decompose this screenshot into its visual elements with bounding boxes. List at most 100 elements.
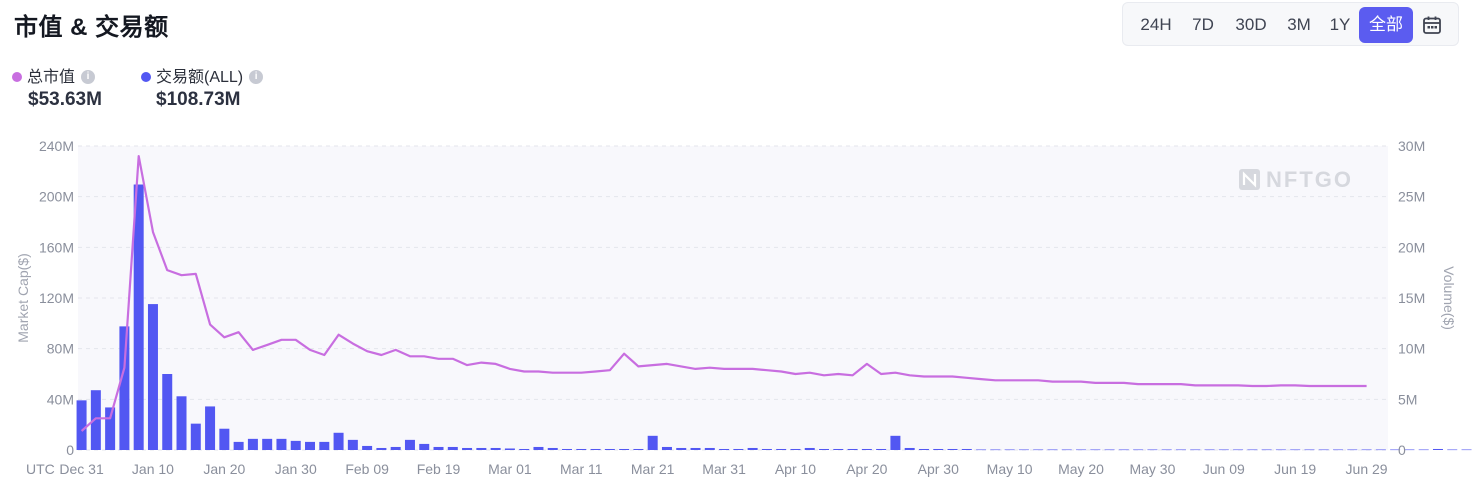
volume-bar[interactable]: [319, 441, 330, 450]
volume-bar[interactable]: [1233, 449, 1244, 451]
volume-bar[interactable]: [861, 448, 872, 450]
legend-market-cap[interactable]: 总市值 i: [12, 63, 96, 87]
volume-bar[interactable]: [1290, 449, 1301, 451]
volume-bar[interactable]: [1133, 449, 1144, 451]
volume-bar[interactable]: [1361, 449, 1372, 451]
volume-bar[interactable]: [590, 448, 601, 450]
volume-bar[interactable]: [1018, 449, 1029, 451]
volume-bar[interactable]: [1318, 449, 1329, 451]
volume-bar[interactable]: [133, 184, 144, 451]
volume-bar[interactable]: [633, 448, 644, 450]
volume-bar[interactable]: [219, 428, 230, 450]
volume-bar[interactable]: [604, 448, 615, 450]
volume-bar[interactable]: [1461, 449, 1472, 451]
info-icon[interactable]: i: [81, 69, 96, 84]
volume-bar[interactable]: [1418, 449, 1429, 451]
volume-bar[interactable]: [719, 448, 730, 450]
volume-bar[interactable]: [1175, 449, 1186, 451]
volume-bar[interactable]: [376, 447, 387, 450]
volume-bar[interactable]: [1190, 449, 1201, 451]
range-1y-button[interactable]: 1Y: [1329, 15, 1351, 34]
volume-bar[interactable]: [262, 438, 273, 450]
volume-bar[interactable]: [918, 448, 929, 450]
volume-bar[interactable]: [162, 374, 173, 450]
volume-bar[interactable]: [647, 435, 658, 450]
volume-bar[interactable]: [1275, 449, 1286, 451]
volume-bar[interactable]: [176, 396, 187, 450]
volume-bar[interactable]: [790, 448, 801, 450]
volume-bar[interactable]: [105, 407, 116, 450]
range-all-button[interactable]: 全部: [1359, 7, 1413, 43]
volume-bar[interactable]: [1447, 449, 1458, 451]
volume-bar[interactable]: [390, 446, 401, 450]
volume-bar[interactable]: [419, 443, 430, 450]
range-7d-button[interactable]: 7D: [1192, 15, 1214, 34]
volume-bar[interactable]: [119, 326, 130, 450]
volume-bar[interactable]: [990, 449, 1001, 451]
volume-bar[interactable]: [1147, 449, 1158, 451]
volume-bar[interactable]: [1033, 449, 1044, 451]
volume-bar[interactable]: [305, 441, 316, 450]
volume-bar[interactable]: [890, 435, 901, 450]
volume-bar[interactable]: [190, 423, 201, 450]
volume-bar[interactable]: [1375, 449, 1386, 451]
volume-bar[interactable]: [933, 448, 944, 450]
volume-bar[interactable]: [661, 446, 672, 450]
volume-bar[interactable]: [247, 438, 258, 450]
volume-bar[interactable]: [447, 446, 458, 450]
volume-bar[interactable]: [1076, 449, 1087, 451]
volume-bar[interactable]: [519, 448, 530, 450]
volume-bar[interactable]: [76, 400, 87, 450]
volume-bar[interactable]: [462, 447, 473, 450]
volume-bar[interactable]: [876, 448, 887, 450]
volume-bar[interactable]: [276, 438, 287, 450]
volume-bar[interactable]: [904, 447, 915, 450]
volume-bar[interactable]: [547, 447, 558, 450]
volume-bar[interactable]: [290, 440, 301, 450]
volume-bar[interactable]: [847, 448, 858, 450]
volume-bar[interactable]: [947, 448, 958, 450]
volume-bar[interactable]: [776, 448, 787, 450]
volume-bar[interactable]: [1247, 449, 1258, 451]
volume-bar[interactable]: [576, 448, 587, 450]
volume-bar[interactable]: [476, 447, 487, 450]
volume-bar[interactable]: [1261, 449, 1272, 451]
volume-bar[interactable]: [533, 446, 544, 450]
volume-bar[interactable]: [1218, 449, 1229, 451]
volume-bar[interactable]: [961, 448, 972, 450]
volume-bar[interactable]: [676, 447, 687, 450]
volume-bar[interactable]: [562, 448, 573, 450]
legend-volume[interactable]: 交易额(ALL) i: [141, 63, 264, 87]
volume-bar[interactable]: [333, 432, 344, 450]
volume-bar[interactable]: [1090, 449, 1101, 451]
volume-bar[interactable]: [819, 448, 830, 450]
volume-bar[interactable]: [1304, 449, 1315, 451]
volume-bar[interactable]: [1061, 449, 1072, 451]
volume-bar[interactable]: [690, 447, 701, 450]
volume-bar[interactable]: [976, 449, 987, 451]
volume-bar[interactable]: [433, 446, 444, 450]
volume-bar[interactable]: [362, 445, 373, 450]
range-3m-button[interactable]: 3M: [1287, 15, 1311, 34]
volume-bar[interactable]: [804, 447, 815, 450]
volume-bar[interactable]: [1047, 449, 1058, 451]
range-30d-button[interactable]: 30D: [1235, 15, 1267, 34]
volume-bar[interactable]: [761, 448, 772, 450]
volume-bar[interactable]: [90, 390, 101, 450]
volume-bar[interactable]: [1161, 449, 1172, 451]
volume-bar[interactable]: [1432, 448, 1443, 450]
volume-bar[interactable]: [504, 448, 515, 450]
volume-bar[interactable]: [1104, 449, 1115, 451]
volume-bar[interactable]: [1404, 449, 1415, 451]
info-icon[interactable]: i: [249, 69, 264, 84]
volume-bar[interactable]: [704, 447, 715, 450]
volume-bar[interactable]: [747, 447, 758, 450]
volume-bar[interactable]: [233, 441, 244, 450]
volume-bar[interactable]: [147, 304, 158, 450]
volume-bar[interactable]: [619, 448, 630, 450]
volume-bar[interactable]: [404, 439, 415, 450]
volume-bar[interactable]: [205, 406, 216, 450]
volume-bar[interactable]: [1118, 449, 1129, 451]
volume-bar[interactable]: [347, 439, 358, 450]
volume-bar[interactable]: [490, 447, 501, 450]
